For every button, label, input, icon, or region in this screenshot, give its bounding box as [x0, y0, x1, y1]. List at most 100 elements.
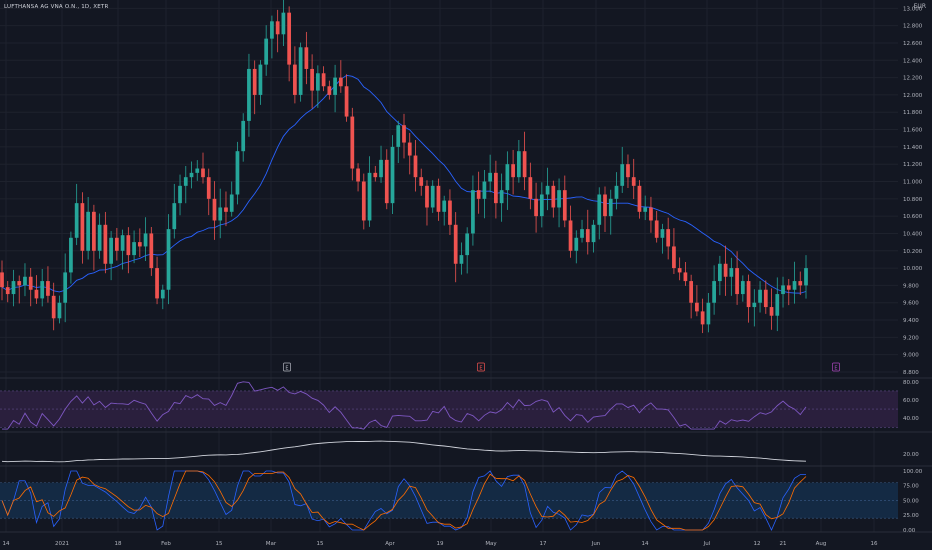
candle-body	[379, 159, 383, 178]
y-tick-label: 12.400	[903, 58, 923, 64]
candle-body	[528, 177, 533, 199]
candle-body	[562, 190, 567, 221]
candle-body	[137, 242, 142, 247]
x-tick-label: Apr	[385, 541, 395, 547]
y-tick-label: 9.000	[903, 353, 919, 359]
candle-body	[206, 177, 211, 199]
candle-body	[247, 68, 251, 121]
candle-body	[666, 229, 671, 247]
candle-body	[281, 12, 286, 35]
candle-body	[333, 77, 337, 95]
candle-body	[781, 285, 785, 295]
stoch-tick-label: 25.00	[903, 513, 919, 519]
symbol-title[interactable]: LUFTHANSA AG VNA O.N., 1D, XETR	[4, 4, 109, 10]
candle-body	[545, 185, 550, 195]
y-tick-label: 10.200	[903, 249, 923, 255]
candle-body	[436, 185, 441, 212]
candle-body	[637, 185, 642, 212]
candle-body	[706, 302, 711, 325]
candle-body	[729, 268, 734, 277]
candle-body	[643, 207, 648, 212]
stoch-k-line	[1, 470, 806, 531]
candle-body	[775, 294, 780, 316]
candle-body	[465, 233, 470, 256]
candle-body	[178, 185, 182, 204]
indicator-lines	[1, 381, 807, 531]
currency-label[interactable]: EUR	[913, 3, 926, 10]
candle-body	[442, 200, 447, 212]
x-tick-label: 19	[437, 541, 444, 547]
candlestick-series[interactable]	[0, 0, 808, 334]
earnings-marker-label: E	[285, 366, 288, 372]
stoch-tick-label: 100.00	[903, 469, 923, 475]
candle-body	[407, 142, 412, 156]
rsi-tick-label: 40.00	[903, 416, 919, 422]
x-tick-label: Mar	[266, 541, 277, 547]
y-axis[interactable]: 8.800 9.000 9.200 9.400 9.600 9.800 10.000 10.2…	[903, 6, 923, 534]
y-tick-label: 13.000	[903, 6, 923, 12]
candle-body	[471, 190, 475, 234]
candle-body	[763, 289, 768, 308]
candle-body	[172, 203, 177, 230]
earnings-marker	[283, 362, 291, 372]
candle-body	[126, 235, 131, 256]
candle-body	[287, 12, 292, 65]
candle-body	[17, 281, 22, 286]
candle-body	[350, 116, 355, 169]
earnings-marker	[477, 362, 485, 372]
y-tick-label: 11.400	[903, 145, 923, 151]
candle-body	[34, 289, 39, 299]
candle-body	[430, 185, 435, 208]
candle-body	[534, 198, 538, 217]
rsi-line	[2, 381, 807, 430]
candle-body	[103, 224, 108, 264]
candle-body	[327, 86, 332, 95]
candle-body	[149, 233, 154, 269]
candle-body	[608, 198, 613, 217]
candle-body	[603, 194, 607, 217]
candle-body	[522, 151, 527, 178]
y-tick-label: 12.800	[903, 24, 923, 30]
candle-body	[413, 155, 418, 178]
candle-body	[585, 229, 590, 243]
candle-body	[620, 164, 625, 186]
candle-body	[539, 194, 544, 217]
candle-body	[258, 64, 263, 95]
candle-body	[568, 220, 573, 251]
y-tick-label: 12.200	[903, 76, 923, 82]
candle-body	[166, 229, 171, 290]
pane3-tick-label: 20.00	[903, 452, 919, 458]
candle-body	[298, 47, 303, 95]
candle-body	[195, 168, 200, 173]
candle-body	[201, 168, 205, 178]
candle-body	[80, 203, 85, 251]
candle-body	[459, 255, 464, 264]
x-axis[interactable]: 14 2021 18 Feb 15 Mar 15 Apr 19 May 17 Jun 14 Jul 12 21…	[3, 541, 878, 547]
candle-body	[63, 272, 68, 303]
candle-body	[189, 172, 194, 178]
x-tick-label: 2021	[55, 541, 69, 547]
x-tick-label: Jul	[703, 541, 711, 547]
candle-body	[28, 276, 33, 290]
y-tick-label: 9.800	[903, 283, 919, 289]
candle-body	[511, 164, 515, 178]
candle-body	[494, 172, 498, 204]
x-tick-label: 21	[780, 541, 787, 547]
candle-body	[758, 289, 762, 303]
y-tick-label: 11.000	[903, 180, 923, 186]
candle-body	[660, 229, 665, 238]
y-tick-label: 11.800	[903, 110, 923, 116]
candle-body	[160, 289, 165, 299]
candle-body	[69, 237, 73, 273]
candle-body	[626, 164, 630, 178]
candle-body	[338, 77, 343, 87]
candle-body	[683, 272, 688, 282]
candle-body	[453, 224, 458, 264]
y-tick-label: 10.800	[903, 197, 923, 203]
candle-body	[419, 177, 424, 186]
candle-body	[390, 146, 395, 204]
y-tick-label: 8.800	[903, 370, 919, 376]
candle-body	[92, 211, 96, 251]
